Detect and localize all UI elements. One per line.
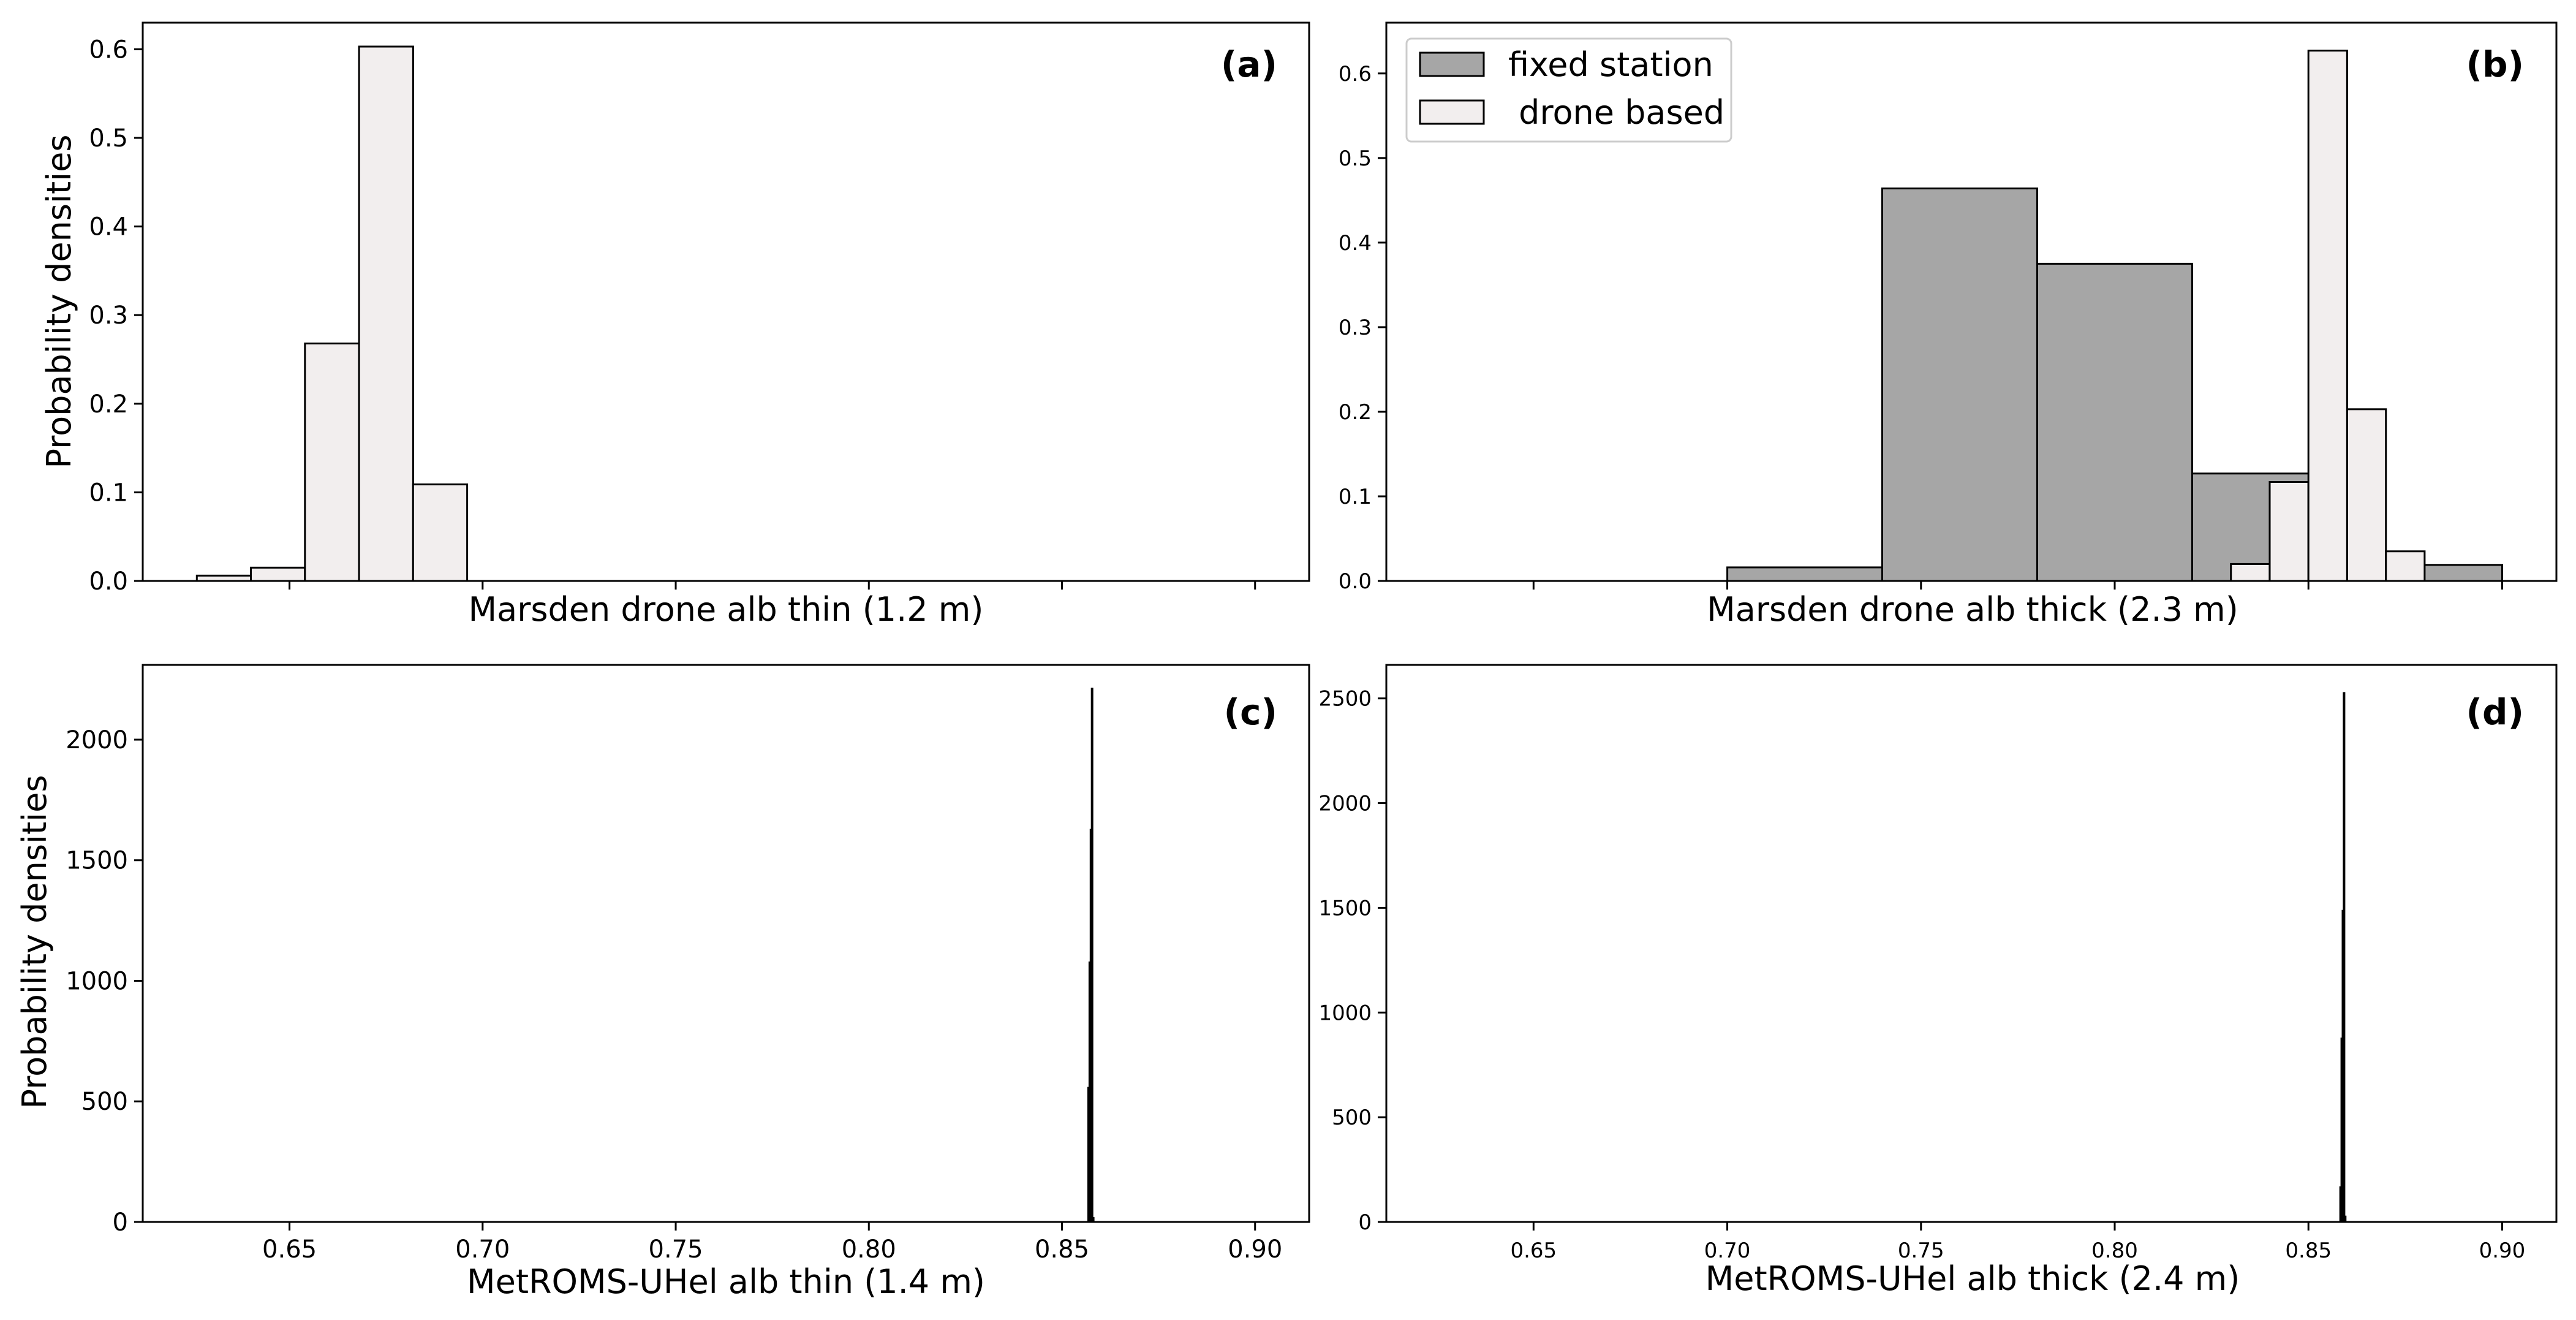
y-tick-label: 0.2 <box>1339 400 1372 425</box>
y-tick-label: 1000 <box>66 967 128 995</box>
histogram-bar <box>2268 481 2310 582</box>
y-tick-label: 0.1 <box>1339 485 1372 509</box>
panel-label: (a) <box>1221 44 1277 85</box>
x-axis-title: MetROMS-UHel alb thin (1.4 m) <box>467 1262 985 1301</box>
y-tick-label: 0.5 <box>89 124 128 153</box>
x-tick-label: 0.70 <box>1704 1238 1751 1263</box>
y-tick-label: 0.3 <box>89 302 128 330</box>
y-tick-label: 1000 <box>1318 1001 1372 1025</box>
legend-swatch-fixed-station <box>1419 51 1485 77</box>
histogram-bar <box>2230 563 2271 582</box>
legend-swatch-drone-based <box>1419 99 1485 125</box>
y-tick-label: 1500 <box>1318 896 1372 920</box>
y-tick-label: 0.1 <box>89 479 128 507</box>
histogram-bar <box>1726 566 1884 582</box>
axes-frame <box>1385 664 2558 1223</box>
y-tick-label: 0.3 <box>1339 316 1372 340</box>
y-tick-label: 0.2 <box>89 390 128 419</box>
y-tick-label: 0.5 <box>1339 146 1372 171</box>
histogram-bar <box>1881 188 2038 582</box>
panel-b: 0.0 0.1 0.2 0.3 0.4 0.5 0.6 (b) Marsden drone … <box>1339 21 2558 629</box>
x-axis-title: Marsden drone alb thin (1.2 m) <box>469 590 984 629</box>
x-tick-label: 0.65 <box>1510 1238 1557 1263</box>
axes-frame <box>142 21 1310 582</box>
y-tick-label: 500 <box>1332 1106 1372 1130</box>
y-tick-label: 0.4 <box>89 213 128 241</box>
legend-label-fixed-station: fixed station <box>1508 45 1713 84</box>
x-tick-label: 0.85 <box>2285 1238 2332 1263</box>
y-tick-label: 0.6 <box>89 36 128 64</box>
axes-frame <box>1385 21 2558 582</box>
y-axis-title: Probability densities <box>15 775 54 1109</box>
x-axis-title: Marsden drone alb thick (2.3 m) <box>1707 590 2238 629</box>
y-tick-label: 500 <box>81 1088 128 1116</box>
histogram-bar <box>412 483 469 582</box>
y-tick-label: 0 <box>113 1208 128 1237</box>
panel-c: 0.65 0.70 0.75 0.80 0.85 0.90 0 500 1000 1500 2000… <box>15 664 1310 1301</box>
axes-frame <box>142 664 1310 1223</box>
histogram-bar <box>358 45 414 582</box>
y-axis-title: Probability densities <box>40 134 78 468</box>
x-tick-label: 0.80 <box>842 1235 896 1264</box>
y-tick-label: 1500 <box>66 847 128 875</box>
histogram-bar <box>304 343 360 582</box>
panel-d: 0.65 0.70 0.75 0.80 0.85 0.90 0 500 1000 1500 2000… <box>1318 664 2558 1298</box>
x-tick-label: 0.85 <box>1035 1235 1089 1264</box>
y-tick-label: 0.4 <box>1339 231 1372 256</box>
histogram-bar <box>250 566 306 582</box>
panel-label: (d) <box>2466 691 2524 733</box>
y-tick-label: 2000 <box>1318 792 1372 816</box>
legend-label-drone-based: drone based <box>1508 93 1724 132</box>
y-tick-label: 0.0 <box>1339 569 1372 594</box>
x-tick-label: 0.80 <box>2091 1238 2138 1263</box>
panel-a: 0.0 0.1 0.2 0.3 0.4 0.5 0.6 (a) Marsden drone … <box>40 21 1310 629</box>
y-tick-label: 0.0 <box>89 567 128 596</box>
x-tick-label: 0.90 <box>2479 1238 2526 1263</box>
panel-label: (c) <box>1224 691 1277 733</box>
histogram-bar <box>2036 262 2193 582</box>
legend: fixed station drone based <box>1405 37 1732 143</box>
histogram-bar <box>2307 50 2348 582</box>
histogram-bar <box>2346 408 2387 582</box>
x-tick-label: 0.90 <box>1228 1235 1282 1264</box>
x-axis-title: MetROMS-UHel alb thick (2.4 m) <box>1705 1259 2240 1298</box>
x-tick-label: 0.70 <box>455 1235 510 1264</box>
histogram-bar <box>2385 550 2426 582</box>
y-tick-label: 0.6 <box>1339 62 1372 86</box>
x-tick-label: 0.75 <box>1898 1238 1944 1263</box>
x-tick-label: 0.65 <box>262 1235 317 1264</box>
y-tick-label: 2500 <box>1318 687 1372 711</box>
x-tick-label: 0.75 <box>649 1235 703 1264</box>
y-tick-label: 2000 <box>66 726 128 754</box>
y-tick-label: 0 <box>1358 1210 1372 1235</box>
panel-label: (b) <box>2466 44 2524 85</box>
